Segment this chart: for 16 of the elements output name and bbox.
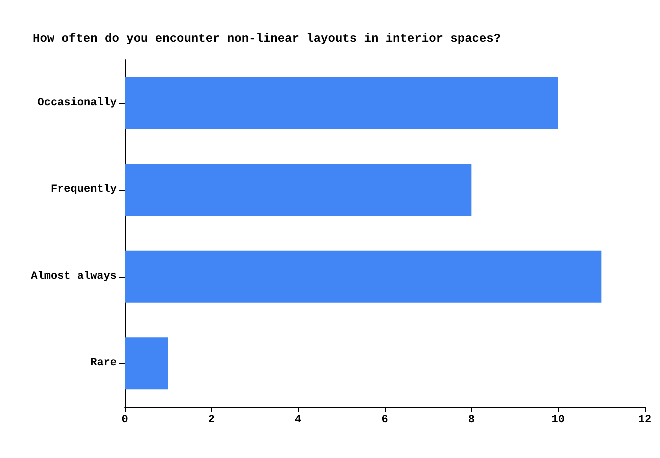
x-tick-label: 12 (638, 414, 652, 426)
x-tick-label: 10 (552, 414, 565, 426)
y-tick-label: Occasionally (38, 97, 118, 110)
x-tick-label: 8 (468, 414, 476, 426)
y-tick-label: Frequently (50, 184, 118, 196)
bar (125, 250, 602, 303)
bar (125, 164, 472, 216)
x-tick-label: 2 (208, 414, 215, 426)
x-tick-label: 4 (295, 414, 302, 426)
y-tick-label: Almost always (31, 270, 117, 283)
x-tick-label: 6 (382, 414, 388, 426)
chart-title: How often do you encounter non-linear layouts in interior spaces? (33, 32, 502, 46)
y-tick-label: Rare (90, 358, 118, 370)
x-tick-label: 0 (122, 414, 128, 426)
bar (125, 338, 168, 390)
bar (125, 77, 558, 130)
